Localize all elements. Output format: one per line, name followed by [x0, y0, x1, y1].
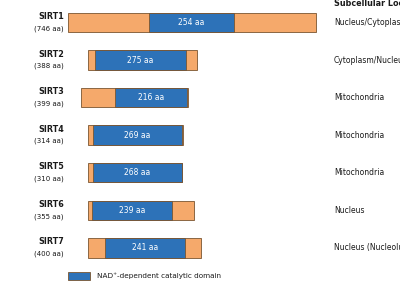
Bar: [88, 125, 183, 145]
Bar: [93, 163, 182, 182]
Text: (399 aa): (399 aa): [34, 100, 64, 107]
Text: Nucleus/Cytoplasm: Nucleus/Cytoplasm: [334, 18, 400, 27]
Bar: [149, 13, 234, 32]
Bar: [88, 50, 197, 70]
Text: 254 aa: 254 aa: [178, 18, 204, 27]
Bar: [115, 88, 187, 107]
Bar: [81, 88, 188, 107]
Text: Subcellular Localization: Subcellular Localization: [334, 0, 400, 8]
Text: 275 aa: 275 aa: [127, 56, 154, 65]
Text: Nucleus: Nucleus: [334, 206, 364, 215]
Bar: [92, 200, 172, 220]
Bar: [94, 50, 186, 70]
Text: 239 aa: 239 aa: [119, 206, 145, 215]
Text: Nucleus (Nucleolus): Nucleus (Nucleolus): [334, 243, 400, 252]
Text: SIRT4: SIRT4: [38, 125, 64, 134]
Bar: [88, 163, 182, 182]
Text: SIRT7: SIRT7: [38, 237, 64, 246]
Bar: [68, 13, 316, 32]
Text: Mitochondria: Mitochondria: [334, 93, 384, 102]
Text: 269 aa: 269 aa: [124, 131, 150, 140]
Text: NAD⁺-dependent catalytic domain: NAD⁺-dependent catalytic domain: [97, 273, 221, 279]
Text: (746 aa): (746 aa): [34, 25, 64, 32]
Text: (355 aa): (355 aa): [34, 213, 64, 219]
Text: (310 aa): (310 aa): [34, 175, 64, 182]
Text: 216 aa: 216 aa: [138, 93, 164, 102]
Bar: [88, 238, 201, 258]
Bar: [68, 272, 90, 280]
Text: (314 aa): (314 aa): [34, 138, 64, 144]
Text: SIRT5: SIRT5: [38, 162, 64, 171]
Text: SIRT1: SIRT1: [38, 12, 64, 21]
Bar: [88, 200, 194, 220]
Text: Mitochondria: Mitochondria: [334, 131, 384, 140]
Text: SIRT2: SIRT2: [38, 49, 64, 58]
Bar: [93, 125, 182, 145]
Text: SIRT3: SIRT3: [38, 87, 64, 96]
Text: (400 aa): (400 aa): [34, 251, 64, 257]
Text: SIRT6: SIRT6: [38, 200, 64, 209]
Bar: [105, 238, 185, 258]
Text: 241 aa: 241 aa: [132, 243, 158, 252]
Text: 268 aa: 268 aa: [124, 168, 150, 177]
Text: Cytoplasm/Nucleus: Cytoplasm/Nucleus: [334, 56, 400, 65]
Text: (388 aa): (388 aa): [34, 63, 64, 69]
Text: Mitochondria: Mitochondria: [334, 168, 384, 177]
